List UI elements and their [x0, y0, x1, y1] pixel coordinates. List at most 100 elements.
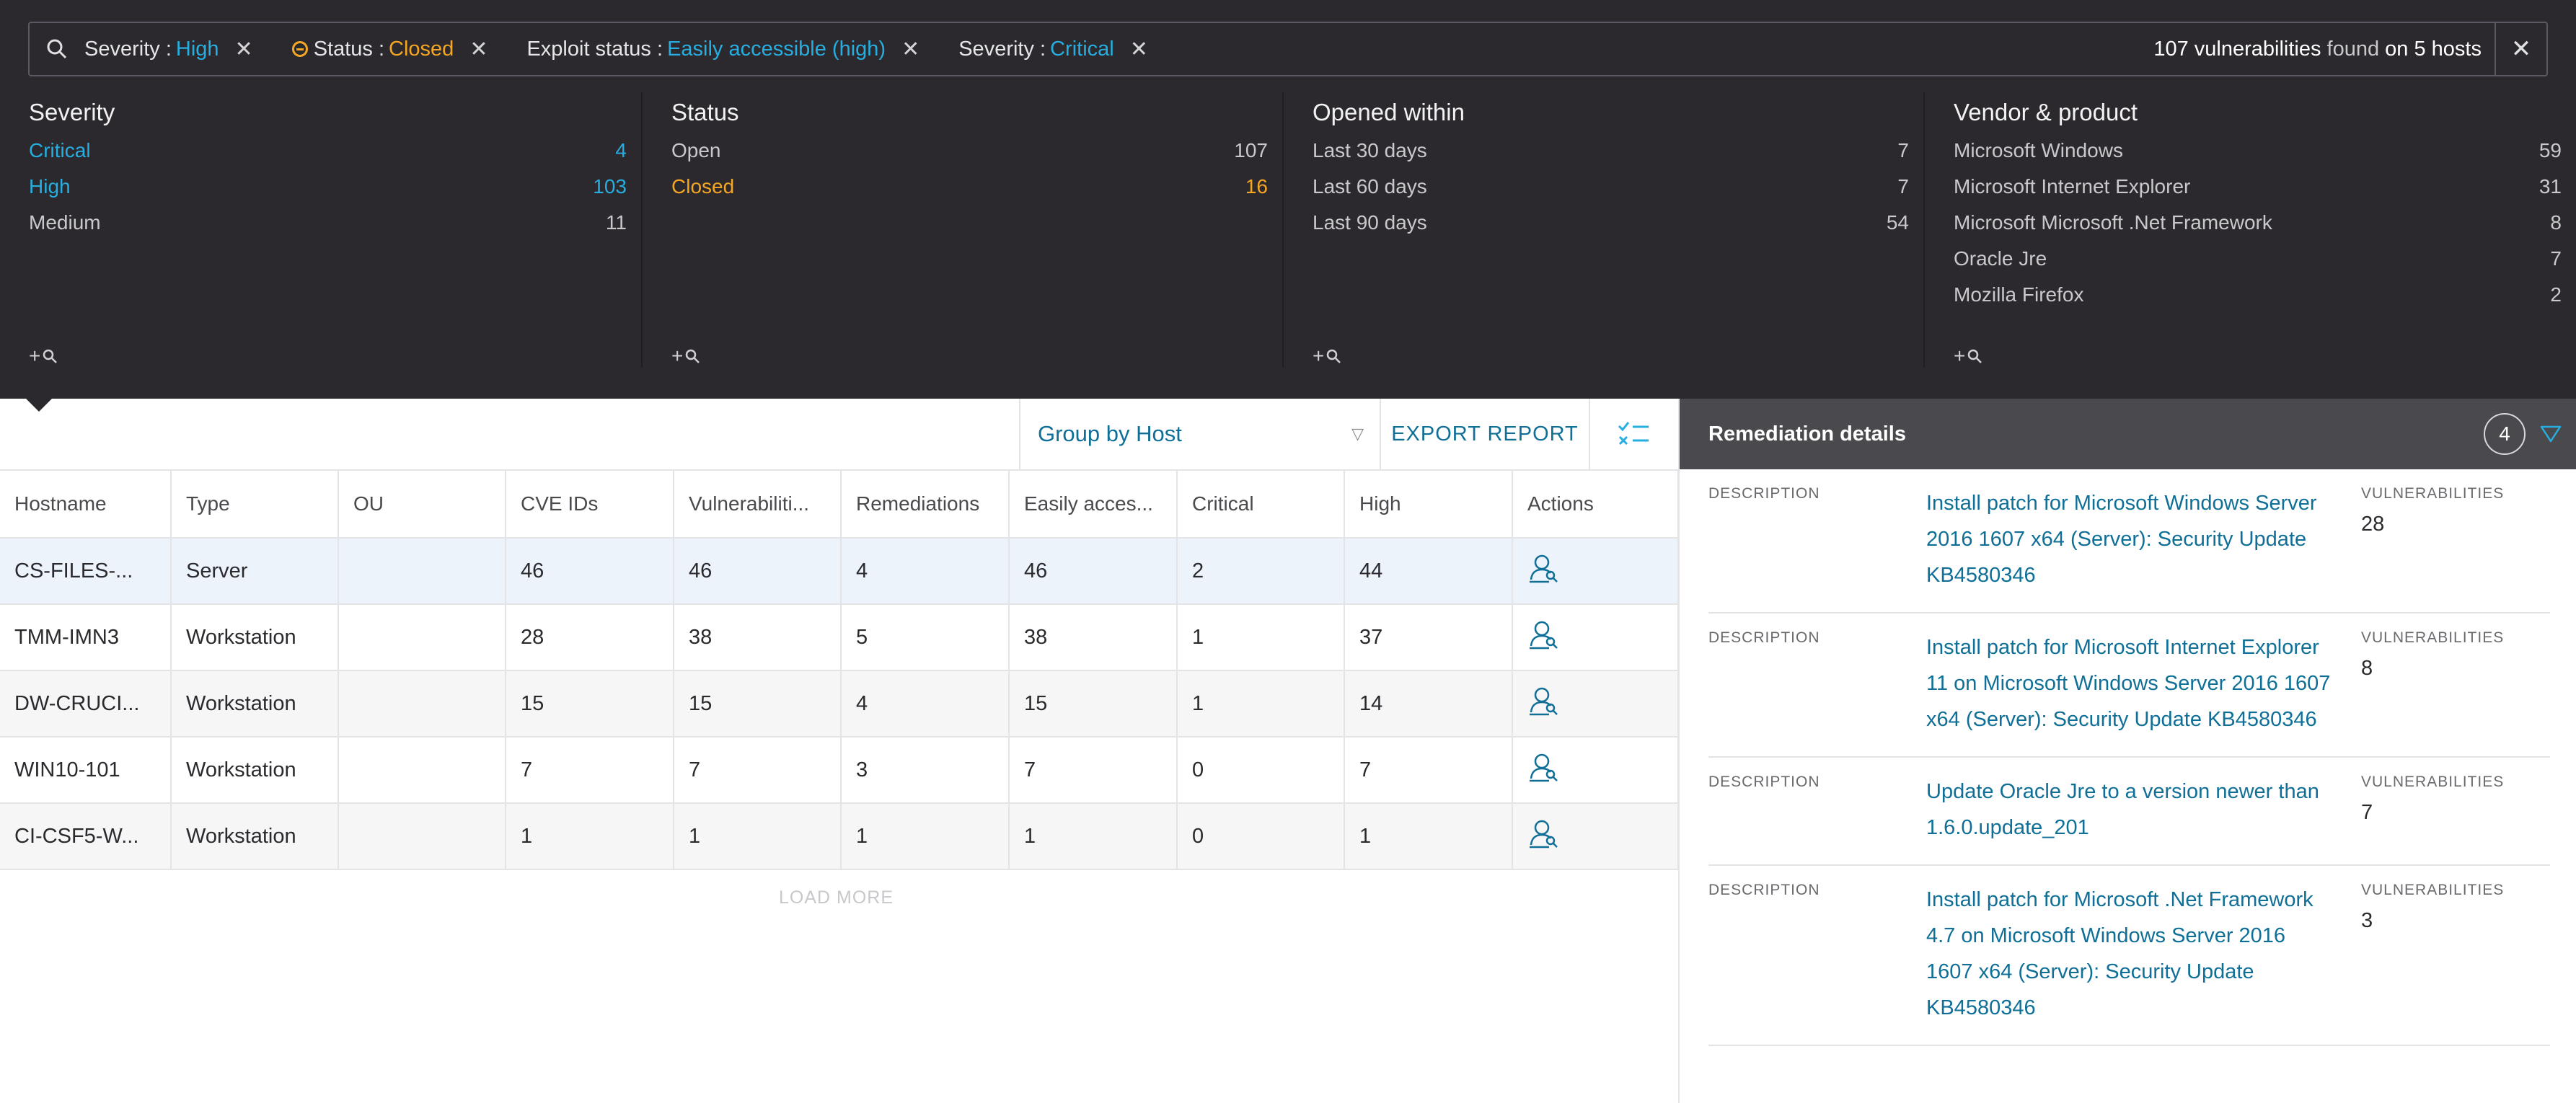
filter-chip-value: High [175, 37, 219, 61]
table-cell-actions [1512, 803, 1679, 870]
facet-option-label: Critical [29, 139, 91, 161]
facet-option[interactable]: Last 30 days 7 [1313, 133, 1909, 169]
vulnerabilities-label: VULNERABILITIES [2361, 774, 2505, 790]
remediation-item: DESCRIPTION Install patch for Microsoft .… [1708, 866, 2550, 1046]
facet-option-count: 7 [2550, 247, 2562, 270]
facet-option[interactable]: Closed 16 [671, 169, 1268, 205]
table-cell-actions [1512, 737, 1679, 804]
filter-chip[interactable]: Status : Closed ✕ [291, 37, 488, 62]
column-header[interactable]: CVE IDs [506, 469, 674, 539]
facet-option[interactable]: Microsoft Windows 59 [1954, 133, 2562, 169]
table-row[interactable]: CI-CSF5-W... Workstation 1 1 1 1 0 1 [0, 803, 1679, 870]
facet-option[interactable]: Oracle Jre 7 [1954, 241, 2562, 277]
facet-option[interactable]: Microsoft Microsoft .Net Framework 8 [1954, 205, 2562, 241]
remove-filter-icon[interactable]: ✕ [234, 37, 253, 61]
column-header[interactable]: Type [171, 469, 339, 539]
column-header[interactable]: Vulnerabiliti... [674, 469, 842, 539]
facet-option[interactable]: Mozilla Firefox 2 [1954, 277, 2562, 313]
table-row[interactable]: CS-FILES-... Server 46 46 4 46 2 44 [0, 538, 1679, 605]
remove-filter-icon[interactable]: ✕ [901, 37, 920, 61]
column-header[interactable]: Remediations [841, 469, 1010, 539]
table-cell-8: 37 [1344, 604, 1513, 671]
facet-title: Vendor & product [1954, 99, 2138, 125]
remediation-description-link[interactable]: Install patch for Microsoft .Net Framewo… [1926, 888, 2313, 1019]
facet-option[interactable]: High 103 [29, 169, 627, 205]
add-facet-filter-button[interactable]: + [671, 345, 700, 368]
vulnerabilities-count: 28 [2361, 513, 2385, 536]
filter-chips: Severity : High ✕ Status : Closed ✕ Exploit st… [84, 37, 1187, 62]
remove-filter-icon[interactable]: ✕ [1129, 37, 1148, 61]
table-cell-1: Workstation [171, 670, 339, 737]
filter-chip[interactable]: Exploit status : Easily accessible (high)… [526, 37, 919, 62]
facet-option-label: Open [671, 139, 721, 161]
table-cell-2 [338, 670, 506, 737]
filter-chip[interactable]: Severity : High ✕ [84, 37, 253, 62]
facet-column: Opened within Last 30 days 7 Last 60 days 7 L… [1282, 92, 1923, 368]
facet-option-count: 107 [1234, 139, 1268, 161]
facet-option[interactable]: Critical 4 [29, 133, 627, 169]
hosts-table: Hostname Type OU CVE IDs Vulnerabiliti... Rem… [0, 469, 1679, 870]
facet-option[interactable]: Last 90 days 54 [1313, 205, 1909, 241]
table-cell-5: 3 [841, 737, 1010, 804]
facet-option-label: Microsoft Internet Explorer [1954, 175, 2191, 198]
panel-caret [26, 399, 52, 412]
results-count: 107 vulnerabilities [2153, 37, 2321, 61]
facet-option[interactable]: Microsoft Internet Explorer 31 [1954, 169, 2562, 205]
clear-filters-button[interactable]: ✕ [2495, 23, 2546, 75]
vulnerabilities-label: VULNERABILITIES [2361, 629, 2505, 646]
remediation-description-link[interactable]: Install patch for Microsoft Internet Exp… [1926, 636, 2331, 731]
export-report-button[interactable]: EXPORT REPORT [1381, 399, 1590, 469]
load-more-button[interactable]: LOAD MORE [779, 887, 894, 908]
filter-chip-key: Exploit status [526, 37, 651, 61]
table-row[interactable]: TMM-IMN3 Workstation 28 38 5 38 1 37 [0, 604, 1679, 671]
facet-option-count: 7 [1897, 175, 1909, 198]
facet-option-count: 8 [2550, 211, 2562, 234]
facet-option-count: 16 [1245, 175, 1268, 198]
results-summary: 107 vulnerabilities found on 5 hosts [2153, 37, 2495, 61]
user-search-icon[interactable] [1527, 619, 1559, 656]
table-row[interactable]: DW-CRUCI... Workstation 15 15 4 15 1 14 [0, 670, 1679, 737]
user-search-icon[interactable] [1527, 552, 1559, 590]
facet-title: Opened within [1313, 99, 1465, 125]
group-by-select[interactable]: Group by Host ▽ [1019, 399, 1381, 469]
vulnerabilities-label: VULNERABILITIES [2361, 882, 2505, 898]
remediation-description-link[interactable]: Update Oracle Jre to a version newer tha… [1926, 780, 2319, 839]
facet-option[interactable]: Last 60 days 7 [1313, 169, 1909, 205]
add-facet-filter-button[interactable]: + [1313, 345, 1341, 368]
column-header[interactable]: Hostname [0, 469, 172, 539]
column-selector-button[interactable] [1590, 399, 1678, 469]
remediation-item: DESCRIPTION Update Oracle Jre to a versio… [1708, 758, 2550, 866]
table-row[interactable]: WIN10-101 Workstation 7 7 3 7 0 7 [0, 737, 1679, 804]
table-cell-6: 46 [1009, 538, 1178, 605]
filter-chip-key: Status [313, 37, 373, 61]
user-search-icon[interactable] [1527, 818, 1559, 855]
search-icon[interactable] [30, 23, 84, 75]
filter-chip[interactable]: Severity : Critical ✕ [958, 37, 1148, 62]
filter-icon[interactable] [2526, 425, 2576, 443]
add-facet-filter-button[interactable]: + [29, 345, 58, 368]
group-by-value: Group by Host [1038, 421, 1182, 446]
facet-option[interactable]: Open 107 [671, 133, 1268, 169]
remove-filter-icon[interactable]: ✕ [469, 37, 488, 61]
user-search-icon[interactable] [1527, 685, 1559, 722]
column-header[interactable]: Actions [1512, 469, 1679, 539]
remediation-list: DESCRIPTION Install patch for Microsoft W… [1680, 469, 2576, 1046]
table-cell-8: 1 [1344, 803, 1513, 870]
column-header[interactable]: Critical [1177, 469, 1345, 539]
add-facet-filter-button[interactable]: + [1954, 345, 1982, 368]
column-header[interactable]: High [1344, 469, 1513, 539]
facet-option[interactable]: Medium 11 [29, 205, 627, 241]
facet-column: Severity Critical 4 High 103 Medium 11 + [0, 92, 641, 368]
user-search-icon[interactable] [1527, 751, 1559, 789]
column-header[interactable]: Easily acces... [1009, 469, 1178, 539]
remediation-description-link[interactable]: Install patch for Microsoft Windows Serv… [1926, 492, 2317, 587]
facet-option-label: Medium [29, 211, 101, 234]
filter-search-bar[interactable]: Severity : High ✕ Status : Closed ✕ Exploit st… [28, 22, 2548, 76]
column-header[interactable]: OU [338, 469, 506, 539]
close-icon: ✕ [2510, 35, 2532, 63]
table-cell-actions [1512, 670, 1679, 737]
table-cell-1: Workstation [171, 737, 339, 804]
table-header-row: Hostname Type OU CVE IDs Vulnerabiliti... Rem… [0, 469, 1679, 539]
table-cell-0: TMM-IMN3 [0, 604, 172, 671]
facet-option-label: Mozilla Firefox [1954, 283, 2084, 306]
